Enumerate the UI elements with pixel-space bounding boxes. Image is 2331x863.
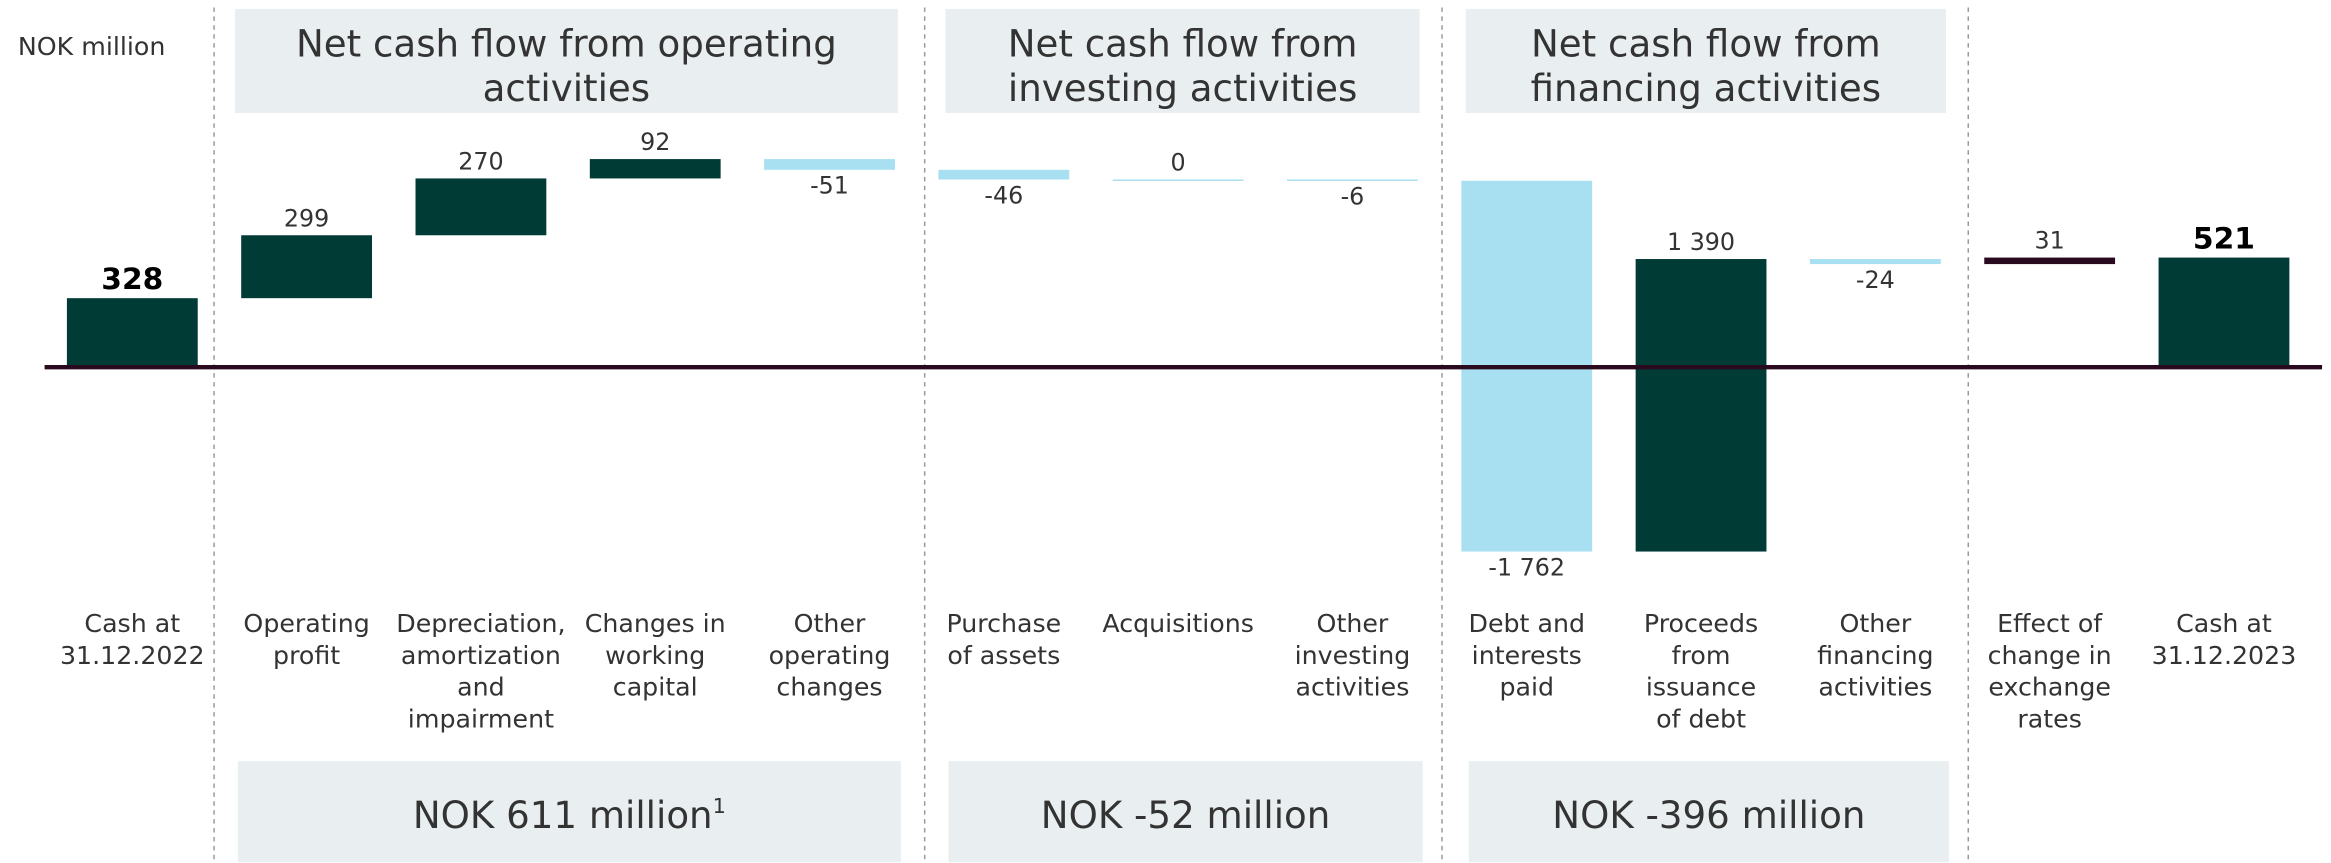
bar	[2158, 257, 2290, 368]
bar	[1809, 259, 1941, 265]
group-summary-box	[1468, 761, 1949, 863]
value-label: -6	[1341, 183, 1365, 211]
category-label: Cash at 31.12.2022	[60, 609, 205, 670]
category-label: Depreciation, amortization and impairment	[396, 609, 565, 734]
value-label: 1 390	[1667, 228, 1735, 256]
value-label: 0	[1171, 149, 1186, 177]
group-header-box	[234, 8, 898, 113]
group-header-box	[1465, 8, 1946, 113]
unit-label: NOK million	[18, 32, 166, 61]
bar	[241, 235, 373, 299]
category-label: Purchase of assets	[946, 609, 1061, 670]
group-title: Net cash flow from operating activities	[296, 23, 837, 111]
value-label: -24	[1856, 266, 1895, 294]
category-label: Other financing activities	[1817, 609, 1933, 702]
value-label: -46	[984, 181, 1023, 209]
bar	[66, 298, 198, 368]
bar	[1287, 179, 1418, 181]
group-summary: NOK -396 million	[1552, 794, 1865, 837]
group-title: Net cash flow from financing activities	[1531, 23, 1881, 111]
value-label: 328	[101, 262, 163, 297]
group-summary: NOK 611 million1	[413, 794, 726, 837]
category-label: Changes in working capital	[585, 609, 726, 702]
group-summary-box	[948, 761, 1423, 863]
category-label: Debt and interests paid	[1468, 609, 1585, 702]
value-label: 299	[284, 204, 329, 232]
group-title: Net cash flow from investing activities	[1008, 23, 1358, 111]
value-label: 521	[2193, 222, 2255, 257]
category-label: Acquisitions	[1102, 609, 1254, 638]
bar	[1635, 259, 1767, 552]
bar	[764, 159, 895, 170]
value-label: 270	[458, 148, 503, 176]
category-label: Cash at 31.12.2023	[2152, 609, 2297, 670]
category-label: Other operating changes	[769, 609, 891, 702]
value-label: -1 762	[1488, 553, 1565, 581]
bar	[938, 169, 1070, 180]
value-label: 31	[2035, 227, 2065, 255]
value-label: -51	[810, 172, 849, 200]
group-summary-box	[237, 761, 901, 863]
value-label: 92	[640, 128, 670, 156]
footnote-marker: 1	[713, 794, 726, 818]
bar	[1112, 179, 1244, 181]
bar	[589, 159, 721, 179]
category-label: Proceeds from issuance of debt	[1644, 609, 1758, 734]
bar	[415, 178, 547, 236]
category-label: Effect of change in exchange rates	[1988, 609, 2112, 734]
group-summary: NOK -52 million	[1041, 794, 1330, 837]
bar	[1984, 257, 2116, 265]
category-label: Other investing activities	[1295, 609, 1411, 702]
category-label: Operating profit	[243, 609, 369, 670]
group-header-box	[945, 8, 1420, 113]
